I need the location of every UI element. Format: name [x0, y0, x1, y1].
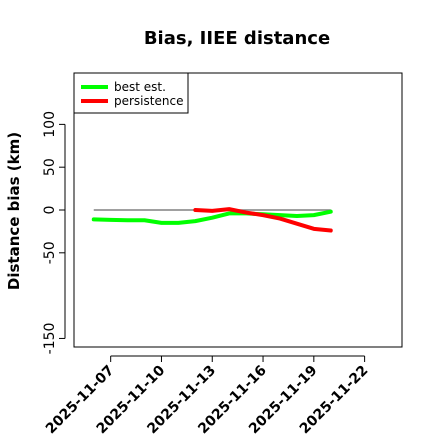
y-tick-label: -50: [42, 241, 58, 264]
y-tick-label: 100: [42, 111, 58, 138]
legend-box: [73, 72, 189, 114]
y-tick-label: 0: [42, 206, 58, 215]
plot-frame: [73, 72, 403, 348]
legend-entry-label: persistence: [114, 94, 183, 108]
y-tick-label: -150: [42, 323, 58, 355]
series-line-persistence: [193, 207, 333, 233]
chart-title: Bias, IIEE distance: [144, 28, 330, 49]
y-tick-label: 50: [42, 158, 58, 176]
series-line-best-estimate: [91, 209, 333, 225]
legend: best est.persistence: [73, 72, 189, 114]
y-axis-label: Distance bias (km): [5, 132, 23, 290]
legend-entry-label: best est.: [114, 80, 166, 94]
